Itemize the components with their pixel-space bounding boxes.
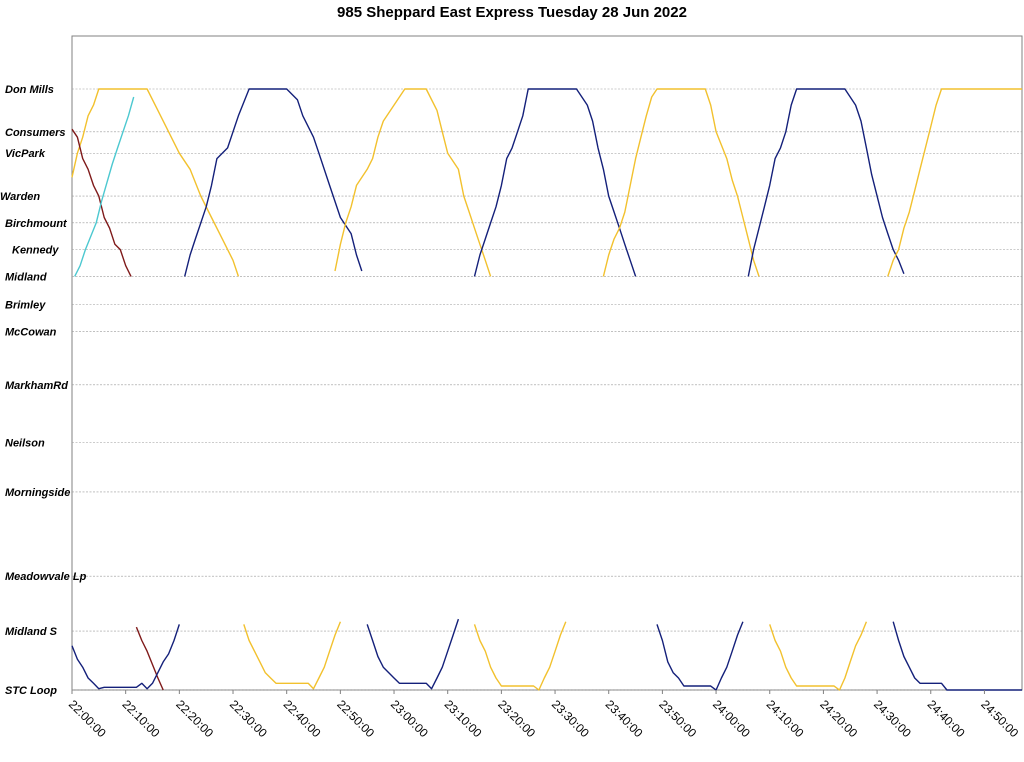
trip-line-1 bbox=[71, 88, 240, 277]
stop-label-stc-loop: STC Loop bbox=[5, 685, 57, 697]
x-tick-label: 23:30:00 bbox=[549, 697, 592, 740]
trip-line-14 bbox=[747, 88, 905, 277]
stop-label-kennedy: Kennedy bbox=[12, 245, 59, 257]
trip-line-15 bbox=[769, 621, 868, 691]
x-tick-label: 22:40:00 bbox=[281, 697, 324, 740]
chart-title: 985 Sheppard East Express Tuesday 28 Jun… bbox=[337, 4, 687, 21]
trip-line-3 bbox=[74, 96, 135, 277]
stop-label-meadowvale-lp: Meadowvale Lp bbox=[5, 571, 87, 583]
stop-label-morningside: Morningside bbox=[5, 487, 70, 499]
trip-line-9 bbox=[366, 618, 460, 690]
x-tick-label: 24:50:00 bbox=[978, 697, 1021, 740]
stop-label-warden: Warden bbox=[0, 191, 40, 203]
stop-label-vicpark: VicPark bbox=[5, 148, 46, 160]
stop-label-mccowan: McCowan bbox=[5, 326, 57, 338]
x-tick-label: 22:20:00 bbox=[173, 697, 216, 740]
stop-label-don-mills: Don Mills bbox=[5, 84, 54, 96]
x-tick-label: 23:10:00 bbox=[442, 697, 485, 740]
trip-line-12 bbox=[602, 88, 760, 277]
stop-label-birchmount: Birchmount bbox=[5, 218, 68, 230]
x-tick-label: 24:10:00 bbox=[764, 697, 807, 740]
x-tick-label: 24:40:00 bbox=[925, 697, 968, 740]
trip-line-11 bbox=[473, 621, 567, 691]
series-layer bbox=[71, 88, 1022, 691]
stop-label-consumers: Consumers bbox=[5, 127, 66, 139]
trip-line-13 bbox=[656, 621, 744, 691]
trip-line-8 bbox=[334, 88, 492, 277]
trip-line-10 bbox=[473, 88, 637, 277]
x-tick-label: 23:40:00 bbox=[603, 697, 646, 740]
stop-label-midland-s: Midland S bbox=[5, 626, 58, 638]
grid-layer bbox=[72, 88, 1022, 691]
y-axis-labels: Don Mills Consumers VicPark Warden Birchmoun… bbox=[0, 84, 87, 697]
trip-line-16 bbox=[887, 88, 1022, 277]
x-tick-label: 23:20:00 bbox=[495, 697, 538, 740]
trip-line-2 bbox=[71, 128, 132, 277]
plot-frame bbox=[71, 35, 1023, 691]
x-tick-label: 23:00:00 bbox=[388, 697, 431, 740]
trip-line-5 bbox=[71, 624, 180, 690]
trip-line-7 bbox=[243, 621, 342, 690]
stop-label-brimley: Brimley bbox=[5, 300, 46, 312]
stop-label-midland: Midland bbox=[5, 271, 47, 283]
x-tick-label: 24:30:00 bbox=[871, 697, 914, 740]
x-tick-label: 22:30:00 bbox=[227, 697, 270, 740]
trip-line-6 bbox=[184, 88, 363, 277]
x-tick-label: 22:50:00 bbox=[334, 697, 377, 740]
x-tick-label: 22:10:00 bbox=[120, 697, 163, 740]
trip-line-4 bbox=[135, 626, 164, 691]
stop-label-neilson: Neilson bbox=[5, 437, 45, 449]
x-tick-label: 23:50:00 bbox=[656, 697, 699, 740]
x-tick-label: 22:00:00 bbox=[66, 697, 109, 740]
x-tick-label: 24:20:00 bbox=[817, 697, 860, 740]
x-axis-labels: 22:00:00 22:10:00 22:20:00 22:30:00 22:40:00… bbox=[66, 690, 1021, 740]
x-tick-label: 24:00:00 bbox=[710, 697, 753, 740]
trip-line-17 bbox=[892, 621, 1022, 691]
stop-label-markhamrd: MarkhamRd bbox=[5, 380, 68, 392]
